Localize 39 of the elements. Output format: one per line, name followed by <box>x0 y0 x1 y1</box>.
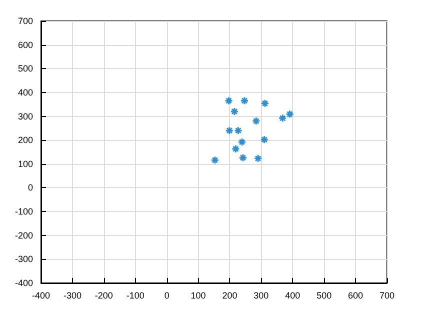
y-tick-label: 0 <box>28 182 33 193</box>
x-tick-label: 0 <box>164 290 170 300</box>
x-tick-label: -200 <box>94 290 113 300</box>
x-tick-label: 500 <box>316 290 332 300</box>
point <box>234 126 242 135</box>
y-tick-label: 500 <box>18 64 33 74</box>
y-tick-label: -400 <box>14 278 33 288</box>
point <box>260 99 270 108</box>
y-tick-label: 300 <box>18 111 33 122</box>
x-tick-label: 700 <box>379 290 395 300</box>
point <box>286 110 294 118</box>
y-tick-label: 700 <box>18 16 33 26</box>
point <box>252 116 260 126</box>
point <box>238 153 248 162</box>
y-tick-label: 100 <box>18 158 33 169</box>
y-tick-label: 600 <box>18 40 33 50</box>
y-tick-label: -100 <box>14 206 33 217</box>
point <box>254 154 262 163</box>
y-tick-label: -200 <box>14 230 33 240</box>
point <box>238 138 246 146</box>
point <box>278 114 287 122</box>
point <box>224 96 234 106</box>
point <box>230 107 239 116</box>
y-tick-label: 400 <box>18 87 33 98</box>
point <box>231 144 240 154</box>
y-tick-label: 200 <box>18 135 33 146</box>
point <box>240 96 249 106</box>
x-tick-label: 100 <box>190 290 206 300</box>
x-tick-label: -400 <box>32 290 50 300</box>
x-tick-label: 400 <box>285 290 300 300</box>
x-tick-label: -100 <box>126 290 144 300</box>
y-tick-label: -300 <box>14 254 33 264</box>
x-tick-label: 300 <box>254 290 269 300</box>
point <box>210 156 220 164</box>
x-tick-label: -300 <box>63 290 82 300</box>
x-tick-label: 200 <box>222 290 238 300</box>
point <box>225 126 234 135</box>
point <box>260 135 269 144</box>
x-tick-label: 600 <box>348 290 364 300</box>
